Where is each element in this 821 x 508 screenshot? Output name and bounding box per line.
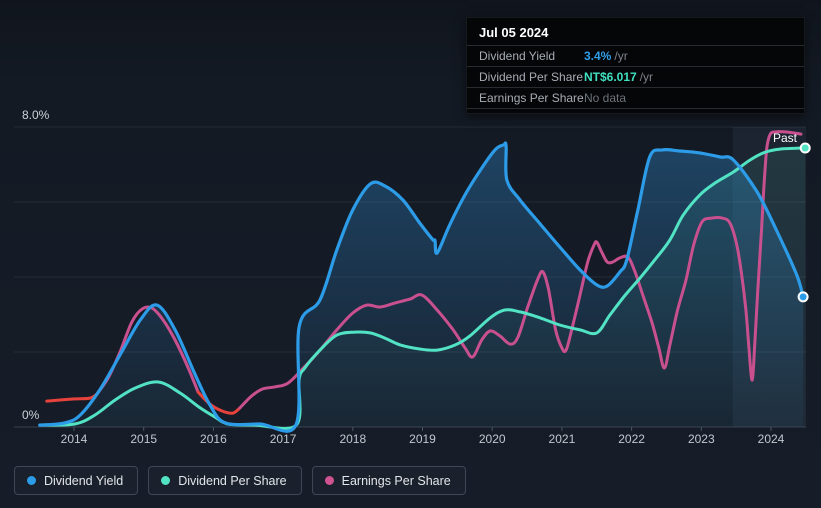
x-axis-label: 2021 (549, 432, 576, 446)
series-end-dot (797, 291, 809, 303)
tooltip-value-earnings-per-share: No data (584, 91, 627, 105)
series-end-dot (799, 142, 811, 154)
tooltip-value-dividend-yield: 3.4% (584, 49, 612, 63)
x-axis-label: 2018 (339, 432, 366, 446)
tooltip-label: Dividend Yield (479, 49, 556, 63)
dividend-yield-dot-icon (27, 476, 36, 485)
dividend-per-share-line (38, 146, 807, 430)
tooltip-row-dividend-yield: Dividend Yield 3.4% /yr (467, 45, 804, 66)
legend-item-earnings-per-share[interactable]: Earnings Per Share (311, 466, 466, 495)
legend-item-dividend-per-share[interactable]: Dividend Per Share (148, 466, 302, 495)
x-axis-label: 2014 (61, 432, 88, 446)
x-axis-label: 2016 (200, 432, 227, 446)
y-axis-label: 0% (22, 408, 40, 422)
earnings-per-share-line (45, 392, 99, 403)
x-axis-label: 2015 (130, 432, 157, 446)
past-label: Past (773, 131, 798, 145)
x-axis-label: 2022 (618, 432, 645, 446)
tooltip-row-earnings-per-share: Earnings Per Share No data (467, 87, 804, 108)
x-axis-label: 2024 (758, 432, 785, 446)
dividend-history-chart[interactable]: 8.0% 0% 2014 2015 2016 2017 2018 2019 2020 2021 20… (0, 0, 821, 460)
tooltip-row-dividend-per-share: Dividend Per Share NT$6.017 /yr (467, 66, 804, 87)
tooltip-suffix: /yr (639, 70, 654, 84)
tooltip-footer-divider (467, 108, 804, 113)
tooltip-value-dividend-per-share: NT$6.017 (584, 70, 637, 84)
legend-item-dividend-yield[interactable]: Dividend Yield (14, 466, 139, 495)
tooltip-label: Earnings Per Share (479, 91, 584, 105)
legend-label: Earnings Per Share (341, 473, 451, 488)
legend-label: Dividend Per Share (178, 473, 287, 488)
legend-label: Dividend Yield (44, 473, 124, 488)
earnings-per-share-line (238, 130, 803, 410)
earnings-per-share-dot-icon (324, 476, 334, 485)
dividend-yield-line (38, 141, 805, 433)
tooltip-date: Jul 05 2024 (479, 25, 549, 40)
chart-legend: Dividend Yield Dividend Per Share Earnin… (14, 466, 466, 495)
x-axis-label: 2017 (270, 432, 297, 446)
dividend-per-share-area (39, 148, 806, 429)
tooltip-label: Dividend Per Share (479, 70, 584, 84)
y-axis-label: 8.0% (22, 108, 50, 122)
tooltip-suffix: /yr (614, 49, 628, 63)
dividend-per-share-dot-icon (161, 476, 171, 485)
x-axis-label: 2019 (409, 432, 436, 446)
x-axis-label: 2020 (479, 432, 506, 446)
chart-tooltip: Jul 05 2024 Dividend Yield 3.4% /yr Divi… (466, 17, 805, 114)
x-axis-label: 2023 (688, 432, 715, 446)
